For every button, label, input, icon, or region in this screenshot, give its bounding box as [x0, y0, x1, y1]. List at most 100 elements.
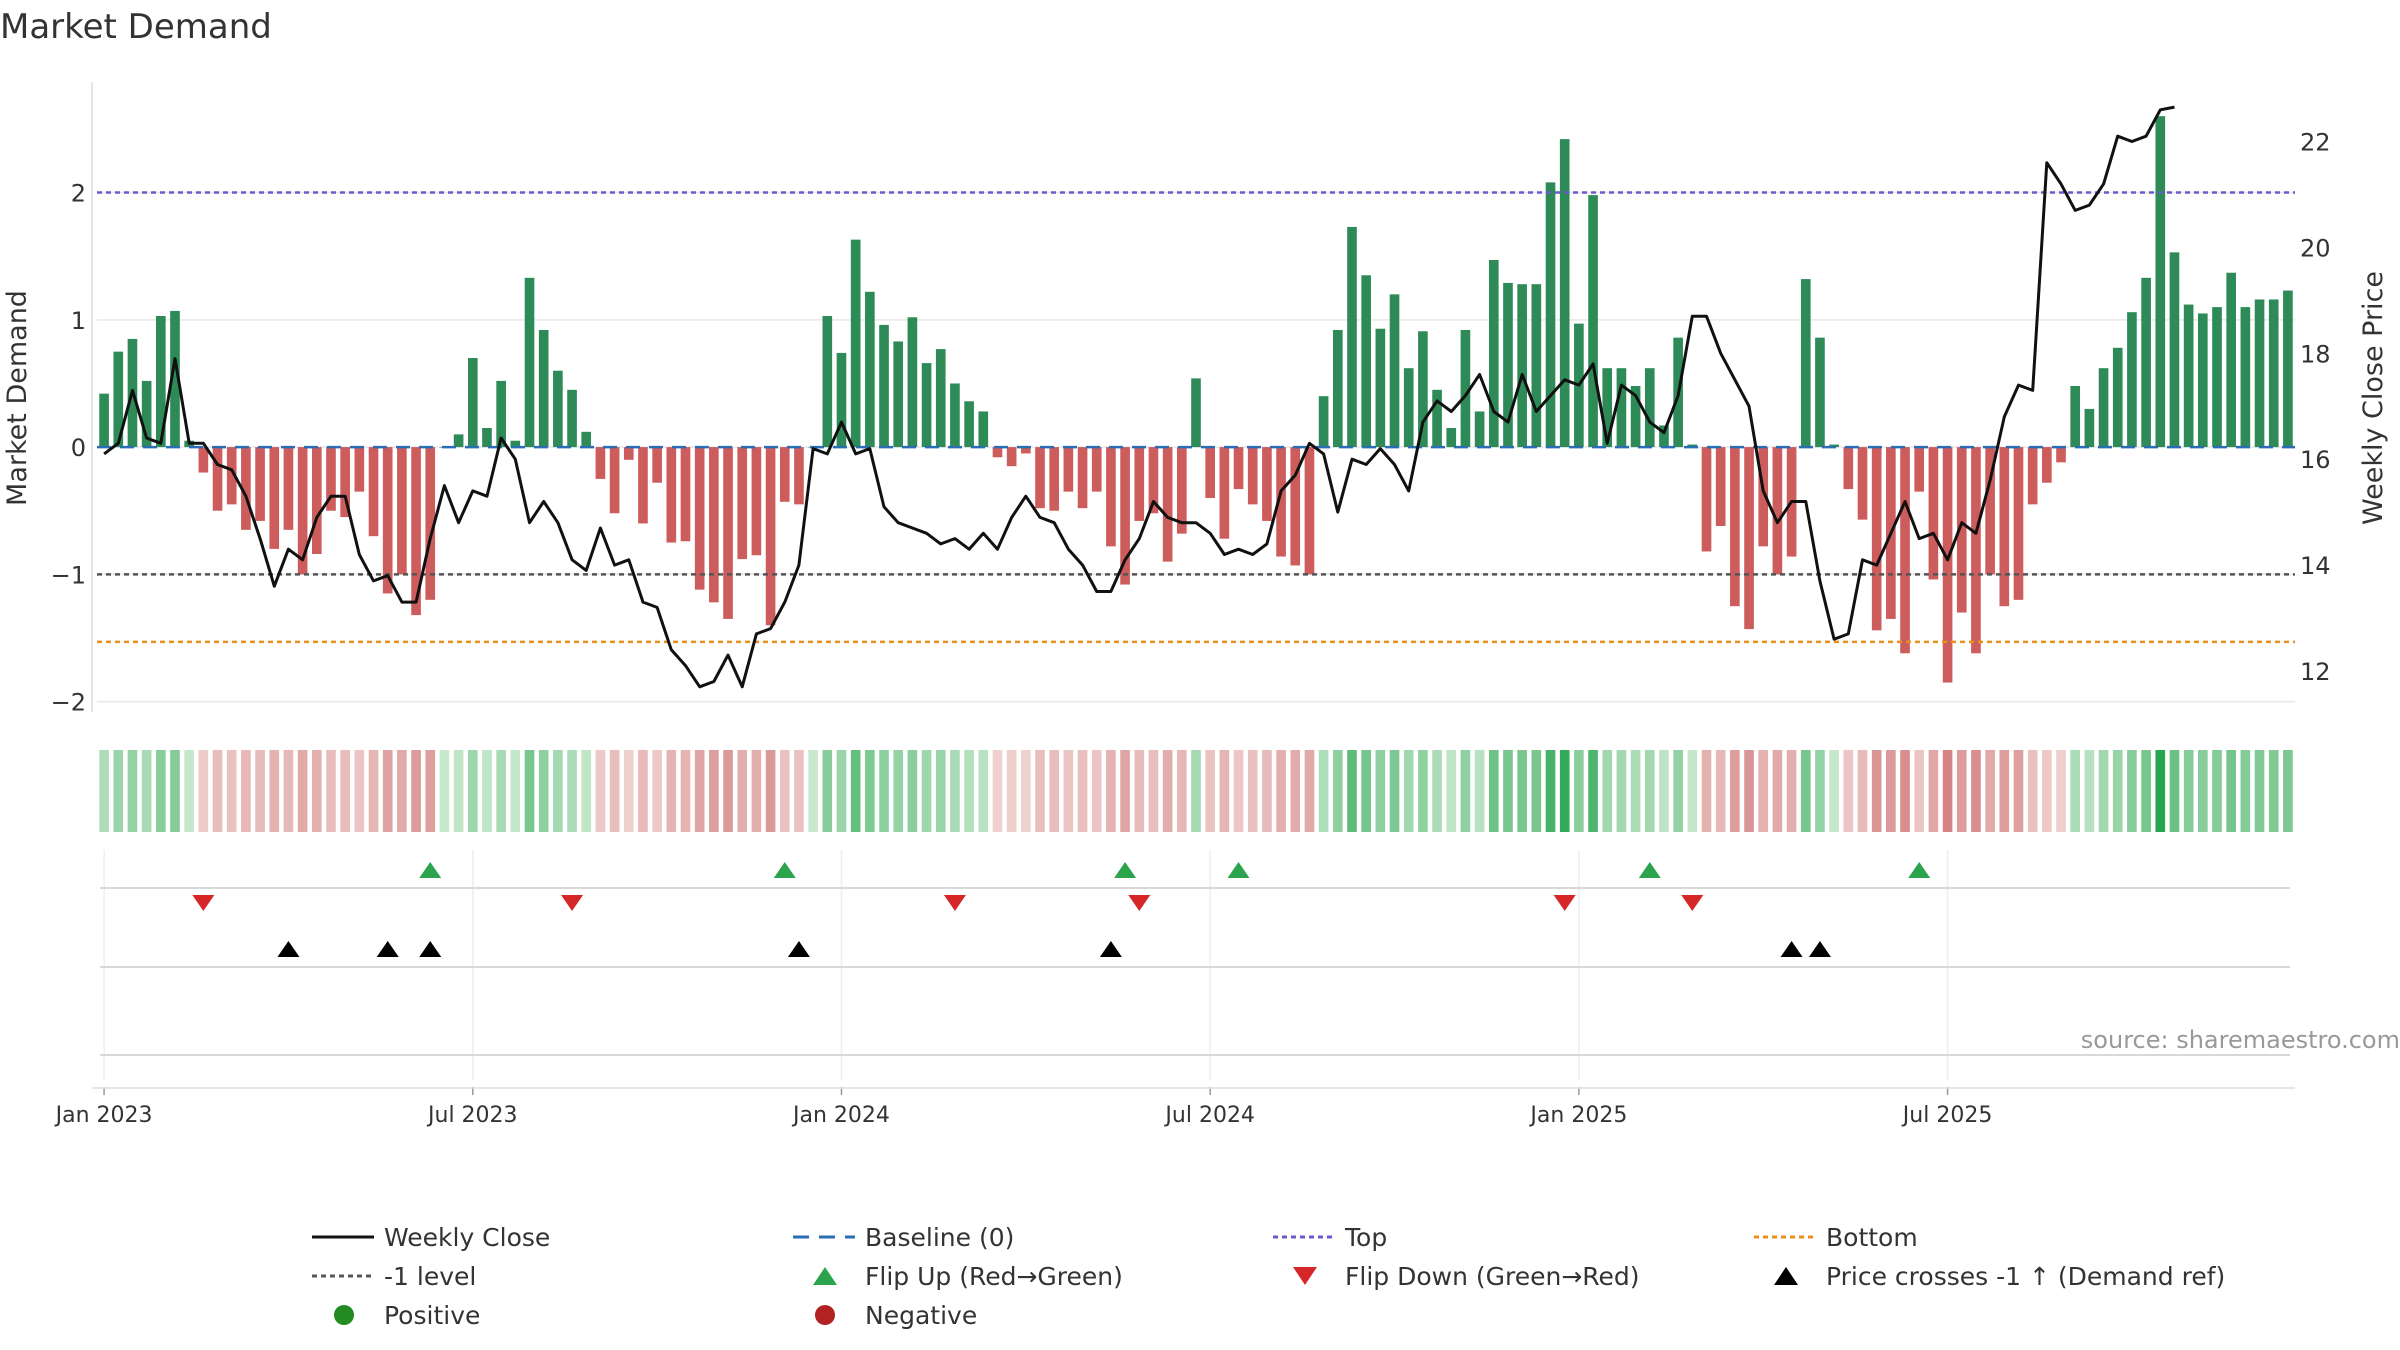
demand-bars — [99, 116, 2293, 683]
demand-bar — [141, 380, 152, 448]
heat-strip-cell — [184, 750, 194, 832]
demand-bar — [99, 393, 109, 448]
demand-bar — [1701, 447, 1712, 552]
heat-strip-cell — [354, 750, 365, 832]
heat-strip-cell — [2226, 750, 2237, 832]
demand-bar — [1559, 139, 1570, 448]
heat-strip-cell — [978, 750, 989, 832]
legend-label-cross: Price crosses -1 ↑ (Demand ref) — [1826, 1262, 2225, 1291]
demand-bar — [1219, 447, 1230, 539]
legend-label-flip-up: Flip Up (Red→Green) — [865, 1262, 1123, 1291]
demand-bar — [1361, 275, 1371, 448]
flip-down-marker — [1553, 895, 1576, 911]
demand-bar — [822, 316, 833, 448]
heat-strip-cell — [907, 750, 918, 832]
demand-bar — [1446, 428, 1457, 448]
legend-label-weekly-close: Weekly Close — [384, 1223, 550, 1252]
legend-label-positive: Positive — [384, 1301, 480, 1330]
heat-strip-cell — [1942, 750, 1953, 832]
cross-marker — [419, 941, 442, 957]
heat-strip-cell — [666, 750, 677, 832]
left-tick-label: 1 — [71, 307, 86, 335]
heat-strip-cell — [2254, 750, 2265, 832]
heat-strip-cell — [382, 750, 393, 832]
flip-up-marker — [1114, 862, 1137, 878]
right-tick-label: 18 — [2300, 340, 2331, 368]
demand-bar — [212, 447, 223, 511]
heat-strip-cell — [638, 750, 648, 832]
demand-bar — [425, 447, 436, 600]
heat-strip-cell — [1361, 750, 1371, 832]
demand-bar — [283, 447, 294, 530]
demand-bar — [553, 370, 563, 448]
heat-strip-cell — [2212, 750, 2222, 832]
demand-bar — [397, 447, 407, 575]
event-markers — [192, 862, 1931, 957]
heat-strip-cell — [1049, 750, 1060, 832]
heat-strip-cell — [1772, 750, 1783, 832]
demand-bar — [2027, 447, 2038, 505]
demand-bar — [1205, 447, 1216, 498]
heat-strip-cell — [1800, 750, 1811, 832]
left-tick-label: −1 — [51, 561, 86, 589]
heat-strip-cell — [723, 750, 733, 832]
heat-strip-cell — [694, 750, 705, 832]
heat-strip-cell — [1035, 750, 1045, 832]
demand-bar — [666, 447, 677, 543]
heat-strip-cell — [2198, 750, 2208, 832]
demand-bar — [524, 277, 535, 448]
demand-bar — [198, 447, 209, 473]
heat-strip-cell — [1432, 750, 1442, 832]
demand-bar — [2283, 290, 2293, 448]
heat-strip-cell — [425, 750, 436, 832]
demand-bar — [1956, 447, 1967, 613]
heat-strip-cell — [609, 750, 620, 832]
heat-strip-cell — [1659, 750, 1669, 832]
heat-strip-cell — [1956, 750, 1967, 832]
demand-bar — [1176, 447, 1187, 534]
reference-lines — [97, 191, 2295, 644]
flip-down-marker — [1128, 895, 1151, 911]
heat-strip-cell — [850, 750, 861, 832]
right-tick-label: 16 — [2300, 446, 2331, 474]
heat-strip-cell — [99, 750, 109, 832]
demand-bar — [2084, 408, 2095, 448]
heat-strip-cell — [538, 750, 549, 832]
demand-bar — [850, 239, 861, 448]
demand-bar — [269, 447, 280, 549]
right-tick-label: 14 — [2300, 552, 2331, 580]
heat-strip-cell — [1347, 750, 1357, 832]
heat-strip-cell — [1744, 750, 1754, 832]
demand-bar — [1233, 447, 1244, 490]
x-tick-label: Jan 2025 — [1528, 1103, 1627, 1128]
demand-bar — [1503, 282, 1513, 448]
heat-strip-cell — [1488, 750, 1499, 832]
demand-bar — [1460, 330, 1471, 448]
heat-strip-cell — [737, 750, 748, 832]
demand-bar — [1857, 447, 1868, 520]
heat-strip-cell — [992, 750, 1003, 832]
heat-strip-cell — [879, 750, 889, 832]
demand-bar — [496, 380, 506, 448]
heat-strip-cell — [2141, 750, 2151, 832]
heat-strip-cell — [893, 750, 904, 832]
heat-strip-cell — [680, 750, 691, 832]
heat-strip-cell — [2070, 750, 2081, 832]
heat-strip-cell — [127, 750, 138, 832]
heat-strip-cell — [1871, 750, 1882, 832]
heat-strip-cell — [595, 750, 606, 832]
heat-strip-cell — [1999, 750, 2010, 832]
heat-strip-cell — [1503, 750, 1513, 832]
heat-strip-cell — [1446, 750, 1457, 832]
demand-bar — [1971, 447, 1981, 654]
heat-strip-cell — [1574, 750, 1584, 832]
heat-strip-cell — [368, 750, 379, 832]
flip-down-marker — [943, 895, 966, 911]
heat-strip-cell — [1247, 750, 1258, 832]
demand-bar — [623, 447, 634, 460]
demand-bar — [1063, 447, 1074, 492]
demand-bar — [1630, 386, 1641, 448]
demand-bar — [2240, 307, 2251, 448]
heat-strip-cell — [1176, 750, 1187, 832]
